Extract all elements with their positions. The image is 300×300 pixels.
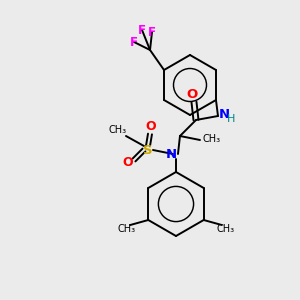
- Text: CH₃: CH₃: [217, 224, 235, 234]
- Text: N: N: [219, 109, 230, 122]
- Text: F: F: [138, 23, 146, 37]
- Text: S: S: [143, 143, 153, 157]
- Text: O: O: [146, 121, 156, 134]
- Text: H: H: [227, 114, 236, 124]
- Text: CH₃: CH₃: [109, 125, 127, 135]
- Text: F: F: [130, 35, 138, 49]
- Text: CH₃: CH₃: [203, 134, 221, 144]
- Text: O: O: [186, 88, 198, 101]
- Text: N: N: [166, 148, 177, 160]
- Text: O: O: [123, 155, 133, 169]
- Text: F: F: [148, 26, 156, 38]
- Text: CH₃: CH₃: [117, 224, 135, 234]
